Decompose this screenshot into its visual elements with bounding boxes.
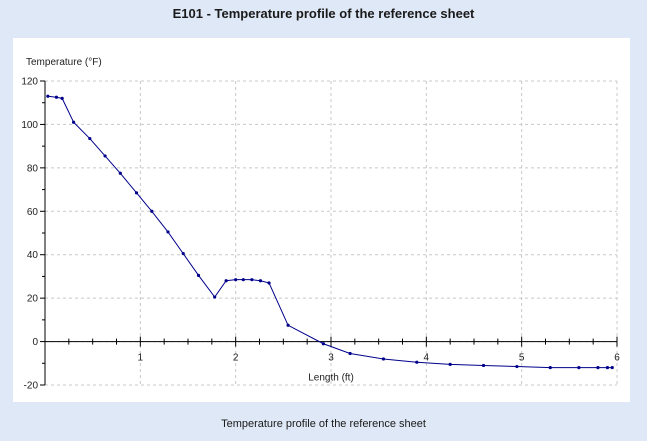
data-point — [415, 360, 419, 364]
chart-panel: -20 0 20 40 60 80 100 120 1 2 3 4 5 6 Temperature (°F… — [13, 38, 630, 402]
temperature-line-chart: -20 0 20 40 60 80 100 120 1 2 3 4 5 6 Temperature (°F… — [21, 57, 620, 392]
chart-window-title: E101 - Temperature profile of the refere… — [172, 6, 475, 21]
data-point — [548, 366, 552, 370]
data-point — [88, 136, 92, 141]
x-tick-label: 4 — [424, 353, 430, 364]
data-point — [286, 323, 290, 327]
x-axis-label: Length (ft) — [308, 373, 354, 384]
x-tick-label: 5 — [519, 353, 525, 364]
data-point — [103, 154, 107, 158]
data-point — [46, 94, 50, 98]
series-group — [46, 94, 614, 370]
data-point — [448, 362, 452, 366]
data-point — [321, 342, 325, 346]
y-tick-label: 20 — [27, 294, 39, 305]
y-tick-label: 0 — [32, 337, 38, 348]
data-point — [515, 364, 519, 369]
tick-labels: -20 0 20 40 60 80 100 120 1 2 3 4 5 6 — [21, 77, 620, 392]
series-line — [47, 95, 613, 369]
data-point — [605, 366, 610, 370]
data-point — [267, 281, 271, 285]
data-point — [596, 366, 600, 370]
data-point — [166, 230, 170, 234]
data-point — [150, 209, 154, 213]
data-point — [224, 279, 228, 283]
data-point — [258, 279, 263, 283]
data-point — [241, 278, 245, 282]
data-point — [54, 95, 59, 99]
chart-caption: Temperature profile of the reference she… — [221, 418, 426, 430]
x-tick-label: 6 — [614, 353, 620, 364]
data-point — [481, 363, 486, 368]
data-point — [60, 96, 64, 100]
y-tick-label: 60 — [27, 207, 39, 218]
y-tick-label: 100 — [21, 120, 38, 131]
data-point — [72, 120, 76, 124]
data-point — [577, 366, 581, 370]
data-point — [118, 171, 122, 175]
data-point — [213, 295, 217, 299]
y-tick-label: -20 — [24, 381, 39, 392]
data-point — [348, 351, 352, 356]
data-point — [196, 273, 201, 277]
x-tick-label: 1 — [138, 353, 144, 364]
y-axis-label: Temperature (°F) — [26, 57, 102, 68]
x-tick-label: 3 — [328, 353, 334, 364]
data-point — [181, 252, 185, 256]
data-point — [610, 366, 614, 370]
y-tick-label: 80 — [27, 163, 39, 174]
y-tick-label: 40 — [27, 250, 39, 261]
y-tick-label: 120 — [21, 77, 38, 88]
data-point — [381, 357, 386, 361]
data-point — [134, 191, 139, 195]
axes — [40, 80, 618, 386]
x-tick-label: 2 — [233, 353, 239, 364]
data-point — [250, 278, 254, 282]
data-point — [234, 278, 238, 282]
